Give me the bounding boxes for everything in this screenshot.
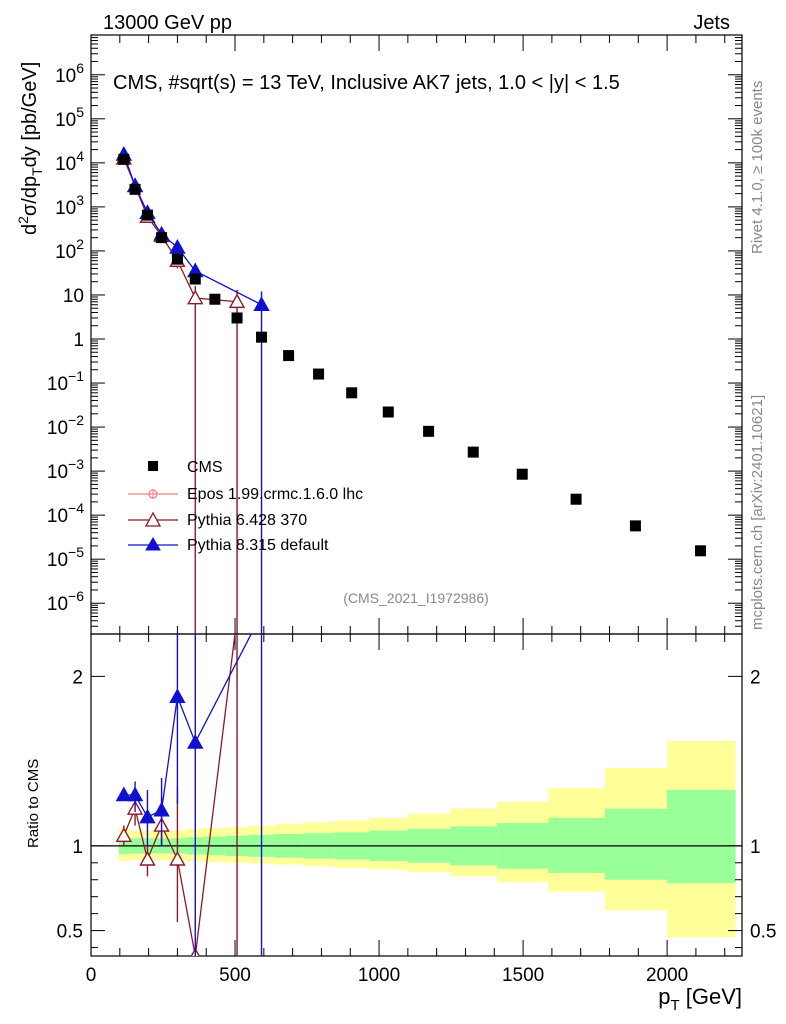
cms-marker bbox=[570, 493, 582, 505]
cms-marker bbox=[516, 468, 528, 480]
py6-main-marker bbox=[187, 289, 204, 305]
header-right: Jets bbox=[693, 12, 730, 34]
main-y-tick-label: 103 bbox=[55, 192, 84, 219]
cms-marker bbox=[382, 406, 394, 418]
py6-main-marker bbox=[228, 293, 246, 309]
cms-marker bbox=[695, 545, 707, 557]
main-y-tick-label: 1 bbox=[73, 330, 84, 351]
rivet-version-label: Rivet 4.1.0, ≥ 100k events bbox=[749, 81, 766, 254]
x-axis-label: pT [GeV] bbox=[658, 984, 742, 1014]
py8-ratio-marker bbox=[187, 734, 204, 749]
mcplots-label: mcplots.cern.ch [arXiv:2401.10621] bbox=[749, 395, 766, 630]
py8-ratio-marker bbox=[153, 801, 170, 817]
x-tick-label: 0 bbox=[86, 965, 97, 986]
py8-main-marker bbox=[253, 296, 270, 312]
cms-marker bbox=[141, 209, 153, 221]
ratio-y-axis-label: Ratio to CMS bbox=[25, 759, 42, 848]
legend-py6-marker bbox=[144, 511, 162, 527]
main-y-tick-label: 105 bbox=[55, 104, 84, 131]
cms-marker bbox=[118, 153, 130, 165]
legend-cms-marker bbox=[148, 461, 158, 471]
cms-marker bbox=[156, 232, 168, 244]
ratio-y-tick-label-right: 1 bbox=[750, 837, 761, 858]
ratio-y-tick-label-right: 0.5 bbox=[750, 922, 776, 943]
main-y-tick-label: 10−2 bbox=[47, 412, 84, 439]
py6-ratio-line bbox=[123, 634, 236, 956]
py8-ratio-marker bbox=[126, 786, 144, 802]
legend-py8-label: Pythia 8.315 default bbox=[187, 537, 329, 554]
legend-py8-marker bbox=[145, 537, 161, 551]
analysis-tag: (CMS_2021_I1972986) bbox=[343, 590, 489, 606]
py8-ratio-line bbox=[123, 634, 252, 818]
cms-marker bbox=[189, 273, 201, 285]
ratio-y-tick-label-left: 2 bbox=[72, 667, 83, 688]
cms-marker bbox=[209, 293, 221, 305]
cms-series bbox=[118, 153, 707, 557]
py6-main-series bbox=[115, 149, 246, 634]
ratio-panel: 0 500 1000 1500 2000 0.5 0.5 1 1 2 2 bbox=[57, 633, 776, 986]
main-y-tick-label: 104 bbox=[55, 148, 84, 175]
main-y-tick-label: 102 bbox=[55, 236, 84, 263]
main-y-tick-label: 10−6 bbox=[47, 588, 84, 615]
cms-marker bbox=[171, 253, 183, 265]
x-tick-label: 2000 bbox=[646, 965, 688, 986]
main-y-tick-label: 10−4 bbox=[47, 500, 84, 527]
legend-cms-label: CMS bbox=[187, 459, 223, 476]
py8-ratio-marker bbox=[169, 688, 186, 704]
cms-marker bbox=[231, 312, 243, 324]
main-y-tick-label: 10−1 bbox=[47, 368, 84, 395]
py8-ratio-marker bbox=[115, 786, 133, 802]
legend-epos-label: Epos 1.99.crmc.1.6.0 lhc bbox=[187, 486, 363, 503]
ratio-y-tick-label-left: 0.5 bbox=[57, 922, 83, 943]
ratio-y-tick-label-left: 1 bbox=[72, 837, 83, 858]
band-inner-bin bbox=[667, 789, 736, 884]
header-left: 13000 GeV pp bbox=[103, 12, 232, 34]
cms-marker bbox=[629, 520, 641, 532]
py8-ratio-marker bbox=[139, 808, 156, 824]
plot-title: CMS, #sqrt(s) = 13 TeV, Inclusive AK7 je… bbox=[113, 72, 620, 94]
py8-ratio-series bbox=[115, 634, 263, 956]
main-y-tick-label: 10−5 bbox=[47, 544, 84, 571]
cms-marker bbox=[283, 350, 295, 362]
py6-main-line bbox=[123, 158, 238, 303]
cms-marker bbox=[129, 183, 141, 195]
x-tick-label: 1000 bbox=[358, 965, 400, 986]
uncertainty-bands bbox=[118, 740, 736, 938]
py8-main-series bbox=[115, 146, 270, 634]
py6-ratio-marker bbox=[139, 850, 156, 866]
ratio-frame bbox=[90, 633, 743, 957]
main-y-tick-label: 106 bbox=[55, 60, 84, 87]
cms-marker bbox=[256, 331, 268, 343]
main-panel: 10610510410310210110−110−210−310−410−510… bbox=[47, 34, 743, 635]
x-tick-label: 500 bbox=[219, 965, 251, 986]
main-y-tick-label: 10 bbox=[63, 286, 84, 307]
py6-ratio-marker bbox=[115, 827, 133, 842]
main-y-tick-label: 10−3 bbox=[47, 456, 84, 483]
main-y-axis-label: d2σ/dpTdy [pb/GeV] bbox=[15, 62, 45, 235]
py6-ratio-marker bbox=[169, 850, 186, 866]
legend-py6-label: Pythia 6.428 370 bbox=[187, 512, 307, 529]
cms-marker bbox=[423, 425, 435, 437]
ratio-y-tick-label-right: 2 bbox=[750, 667, 761, 688]
cms-marker bbox=[313, 368, 325, 380]
legend: CMS Epos 1.99.crmc.1.6.0 lhc Pythia 6.42… bbox=[128, 459, 363, 554]
x-tick-label: 1500 bbox=[502, 965, 544, 986]
py8-main-marker bbox=[169, 238, 186, 254]
cms-marker bbox=[346, 387, 358, 399]
cms-marker bbox=[467, 446, 479, 458]
band-inner-bin bbox=[604, 808, 668, 880]
